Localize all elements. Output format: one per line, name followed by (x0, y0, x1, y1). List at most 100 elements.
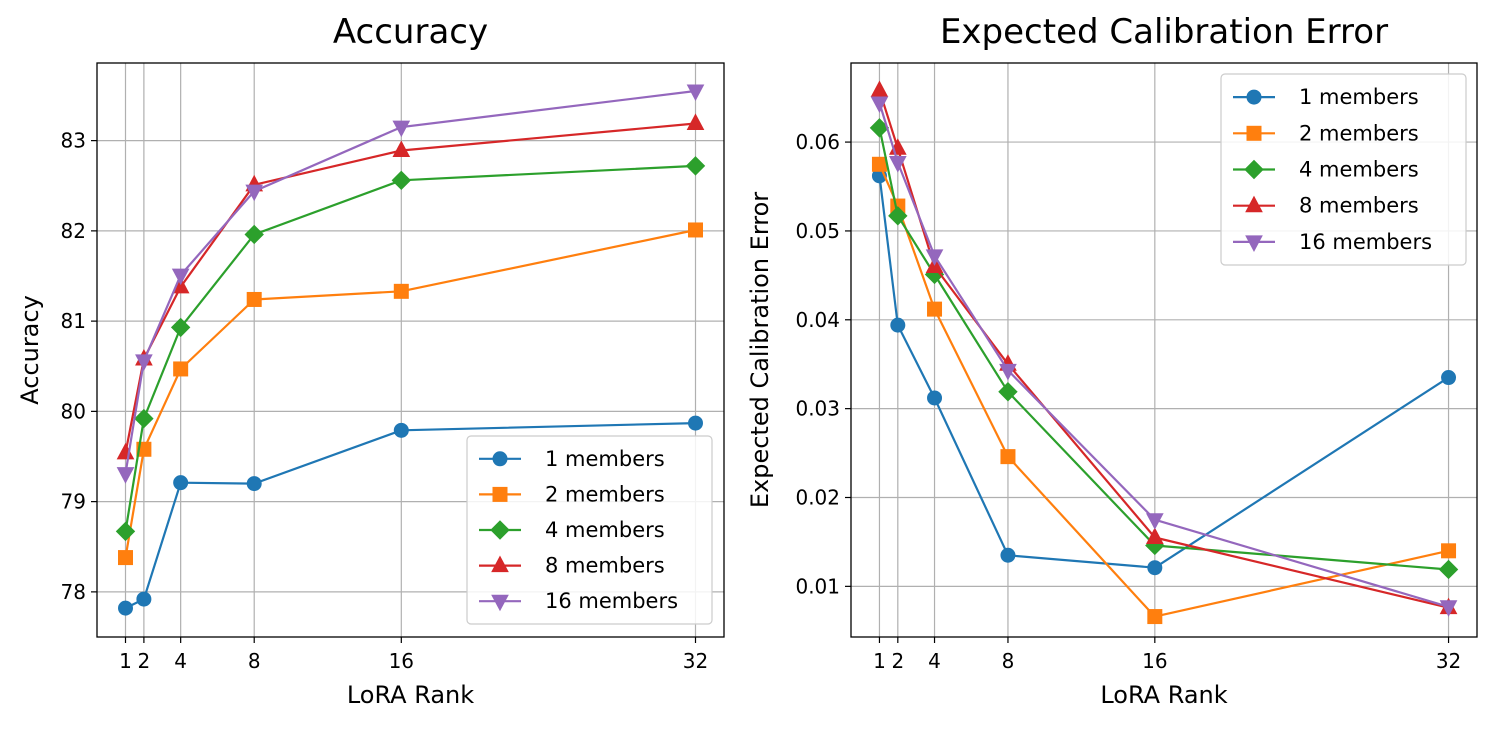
ece-point-8-members-x16 (1145, 527, 1164, 544)
accuracy-point-16-members-x16 (392, 120, 411, 138)
accuracy-chart: 1 2 4 8 16 32 78 79 80 81 82 83 Accuracy LoRA Rank Acc… (16, 12, 725, 709)
ece-point-2-members-x8 (1000, 449, 1016, 465)
ece-series-1-members (871, 168, 1457, 576)
ece-point-2-members-x1 (871, 156, 887, 172)
ece-legend-label-8-members: 8 members (1299, 194, 1419, 218)
ece-point-1-members-x16 (1147, 560, 1163, 576)
accuracy-point-4-members-x16 (391, 170, 412, 191)
ece-xtick-label-2: 2 (891, 649, 904, 673)
ece-xtick-label-16: 16 (1142, 649, 1167, 673)
ece-ytick-label-1: 0.02 (795, 485, 840, 509)
ece-point-2-members-x32 (1441, 543, 1457, 559)
accuracy-point-4-members-x8 (244, 224, 264, 245)
accuracy-x-axis-label: LoRA Rank (347, 681, 474, 709)
accuracy-point-1-members-x1 (118, 600, 133, 616)
accuracy-ytick-label-5: 83 (61, 129, 86, 153)
ece-point-1-members-x2 (890, 317, 906, 333)
ece-legend-item-4-members: 4 members (1233, 158, 1419, 182)
ece-line-8-members (878, 90, 1449, 609)
accuracy-line-16-members (124, 89, 696, 474)
accuracy-series-16-members (116, 84, 705, 484)
accuracy-legend-marker-4-members (490, 520, 510, 540)
ece-chart-title: Expected Calibration Error (940, 12, 1388, 52)
ece-chart: 1 2 4 8 16 32 0.01 0.02 0.03 0.04 0.05 0.06 Expected… (746, 12, 1478, 709)
accuracy-point-1-members-x16 (393, 422, 409, 438)
accuracy-point-4-members-x4 (170, 317, 191, 338)
ece-legend-marker-4-members (1244, 159, 1264, 180)
ece-point-1-members-x8 (1000, 547, 1016, 563)
accuracy-xtick-label-32: 32 (683, 649, 708, 673)
accuracy-series-2-members (118, 222, 703, 566)
accuracy-point-16-members-x4 (171, 268, 190, 286)
accuracy-xtick-label-2: 2 (138, 649, 151, 673)
accuracy-line-2-members (124, 228, 696, 558)
accuracy-axes-frame (96, 62, 725, 638)
accuracy-legend-label-1-members: 1 members (545, 447, 665, 471)
accuracy-xtick-label-1: 1 (119, 649, 132, 673)
accuracy-point-1-members-x32 (688, 415, 703, 431)
ece-x-axis-label: LoRA Rank (1100, 681, 1227, 709)
ece-axes-frame (850, 62, 1478, 638)
ece-point-16-members-x2 (888, 156, 907, 173)
accuracy-chart-title: Accuracy (333, 12, 488, 52)
ece-xtick-label-32: 32 (1436, 649, 1461, 673)
accuracy-legend-label-16-members: 16 members (545, 589, 678, 613)
ece-y-axis-label: Expected Calibration Error (746, 192, 774, 508)
accuracy-legend-item-4-members: 4 members (479, 518, 665, 542)
ece-point-8-members-x1 (870, 80, 889, 98)
accuracy-point-2-members-x1 (118, 550, 133, 566)
accuracy-point-2-members-x4 (173, 361, 189, 377)
accuracy-point-4-members-x32 (685, 156, 706, 176)
accuracy-point-2-members-x16 (393, 283, 409, 299)
ece-legend-label-1-members: 1 members (1299, 85, 1419, 109)
accuracy-point-1-members-x2 (136, 591, 152, 607)
ece-ytick-label-2: 0.03 (795, 397, 840, 421)
accuracy-legend-label-8-members: 8 members (545, 554, 665, 578)
accuracy-point-4-members-x1 (115, 521, 136, 542)
ece-legend-item-1-members: 1 members (1233, 85, 1419, 109)
ece-point-16-members-x4 (925, 249, 944, 266)
accuracy-legend-marker-2-members (492, 486, 508, 502)
accuracy-point-8-members-x16 (392, 140, 411, 158)
accuracy-series-8-members (116, 113, 705, 460)
ece-point-1-members-x4 (927, 390, 943, 406)
accuracy-legend-label-2-members: 2 members (545, 482, 665, 506)
ece-point-2-members-x4 (927, 301, 943, 317)
ece-legend-item-2-members: 2 members (1233, 121, 1419, 145)
ece-point-4-members-x2 (888, 206, 908, 226)
accuracy-point-2-members-x8 (246, 291, 262, 307)
accuracy-ytick-label-1: 79 (61, 490, 86, 514)
ece-xtick-label-4: 4 (928, 649, 941, 673)
accuracy-point-16-members-x32 (686, 84, 705, 102)
ece-point-16-members-x16 (1145, 513, 1164, 530)
ece-legend: 1 members 2 members 4 members 8 members 16 m… (1220, 73, 1467, 266)
ece-legend-marker-1-members (1246, 89, 1262, 105)
ece-point-2-members-x16 (1147, 609, 1163, 625)
accuracy-legend-marker-1-members (492, 451, 508, 467)
accuracy-point-8-members-x32 (686, 113, 705, 130)
accuracy-legend-marker-16-members (491, 594, 509, 612)
accuracy-legend-item-16-members: 16 members (479, 589, 678, 613)
ece-legend-label-4-members: 4 members (1299, 158, 1419, 182)
ece-point-1-members-x32 (1441, 370, 1457, 386)
accuracy-point-16-members-x2 (135, 354, 153, 371)
accuracy-series-1-members (118, 415, 703, 616)
ece-series-16-members (870, 96, 1458, 617)
ece-line-1-members (878, 175, 1450, 569)
ece-ytick-label-4: 0.05 (795, 219, 840, 243)
ece-point-16-members-x8 (999, 363, 1017, 381)
accuracy-point-4-members-x2 (134, 408, 154, 429)
accuracy-point-1-members-x4 (173, 475, 189, 491)
accuracy-legend-box (466, 435, 713, 625)
accuracy-xtick-label-4: 4 (174, 649, 187, 673)
accuracy-y-axis-label: Accuracy (16, 295, 44, 405)
ece-point-4-members-x32 (1438, 559, 1459, 580)
accuracy-ytick-label-2: 80 (61, 399, 86, 423)
accuracy-line-4-members (124, 164, 696, 532)
accuracy-legend-item-1-members: 1 members (479, 447, 665, 471)
ece-ytick-label-5: 0.06 (795, 130, 840, 154)
ece-legend-label-2-members: 2 members (1299, 121, 1419, 145)
accuracy-legend-item-8-members: 8 members (479, 554, 665, 578)
